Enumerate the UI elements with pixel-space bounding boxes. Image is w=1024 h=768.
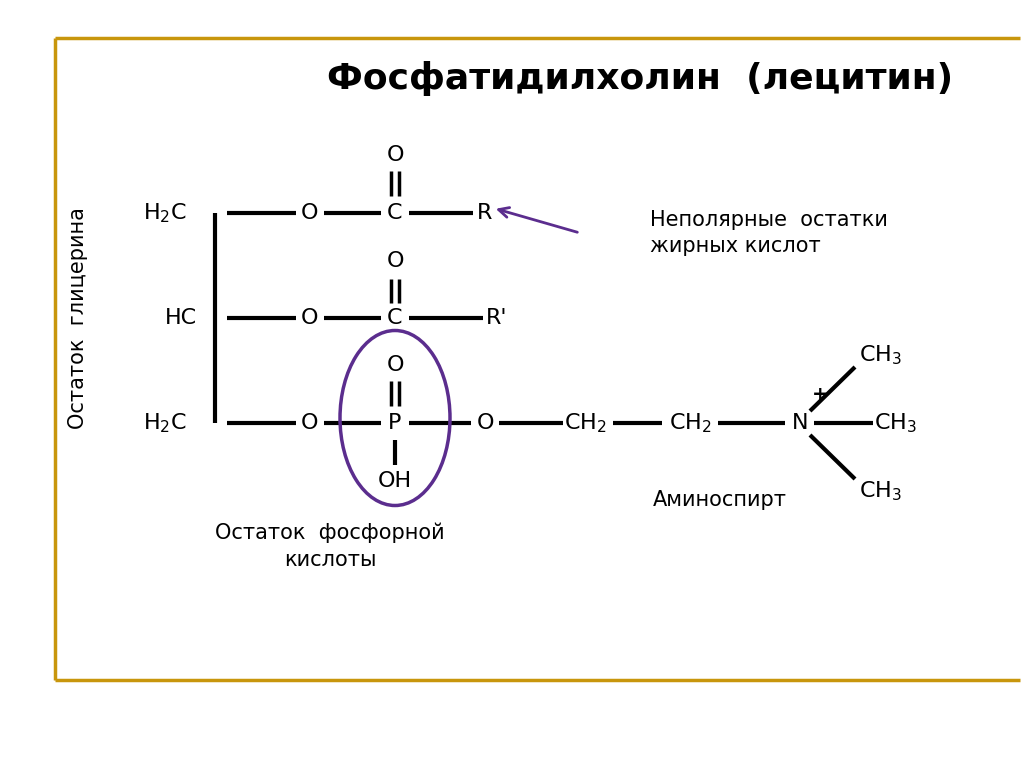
Text: O: O [301, 203, 318, 223]
Text: OH: OH [378, 471, 412, 491]
Text: CH$_2$: CH$_2$ [563, 411, 606, 435]
Text: O: O [386, 145, 403, 165]
Text: CH$_3$: CH$_3$ [873, 411, 916, 435]
Text: Остаток  глицерина: Остаток глицерина [68, 207, 88, 429]
Text: O: O [301, 413, 318, 433]
Text: кислоты: кислоты [284, 550, 376, 570]
Text: C: C [387, 308, 402, 328]
Text: HC: HC [165, 308, 197, 328]
Text: O: O [386, 355, 403, 375]
Text: N: N [792, 413, 808, 433]
Text: R: R [477, 203, 493, 223]
Text: CH$_2$: CH$_2$ [669, 411, 712, 435]
Text: H$_2$C: H$_2$C [143, 411, 187, 435]
Text: Аминоспирт: Аминоспирт [653, 490, 787, 510]
Text: Остаток  фосфорной: Остаток фосфорной [215, 523, 444, 543]
Text: O: O [386, 251, 403, 271]
Text: +: + [812, 386, 828, 405]
Text: жирных кислот: жирных кислот [650, 236, 821, 256]
Text: Неполярные  остатки: Неполярные остатки [650, 210, 888, 230]
Text: CH$_3$: CH$_3$ [858, 343, 901, 367]
Text: CH$_3$: CH$_3$ [858, 479, 901, 503]
Text: H$_2$C: H$_2$C [143, 201, 187, 225]
Text: O: O [476, 413, 494, 433]
Text: C: C [387, 203, 402, 223]
Text: R': R' [486, 308, 508, 328]
Text: O: O [301, 308, 318, 328]
Text: Фосфатидилхолин  (лецитин): Фосфатидилхолин (лецитин) [327, 61, 953, 95]
Text: P: P [388, 413, 401, 433]
